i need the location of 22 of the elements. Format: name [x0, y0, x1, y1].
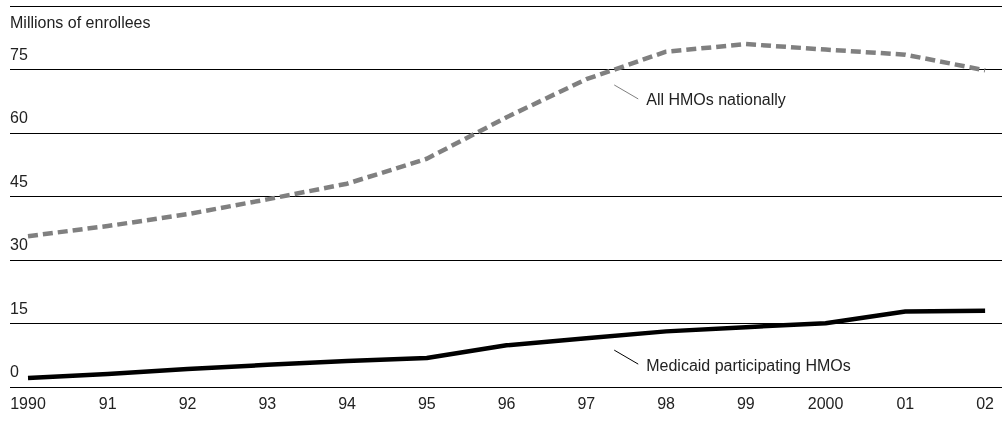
- x-tick-label: 2000: [807, 394, 844, 412]
- y-axis-title: Millions of enrollees: [10, 14, 151, 32]
- y-tick-label: 0: [10, 363, 19, 381]
- x-tick-label: 96: [497, 394, 516, 412]
- y-tick-label: 45: [10, 172, 28, 190]
- x-tick-label: 93: [258, 394, 277, 412]
- legend-label: All HMOs nationally: [646, 91, 786, 109]
- x-tick-label: 92: [178, 394, 197, 412]
- y-tick-label: 60: [10, 109, 28, 127]
- y-tick-label: 30: [10, 236, 28, 254]
- x-tick-label: 02: [976, 394, 995, 412]
- x-tick-label: 99: [736, 394, 755, 412]
- x-tick-label: 94: [338, 394, 357, 412]
- y-tick-label: 15: [10, 299, 28, 317]
- x-tick-label: 01: [896, 394, 915, 412]
- x-tick-label: 91: [98, 394, 117, 412]
- y-tick-label: 75: [10, 45, 28, 63]
- x-tick-label: 97: [577, 394, 596, 412]
- x-tick-label: 95: [417, 394, 436, 412]
- x-tick-label: 98: [657, 394, 676, 412]
- legend-label: Medicaid participating HMOs: [646, 356, 851, 374]
- x-tick-label: 1990: [10, 394, 46, 412]
